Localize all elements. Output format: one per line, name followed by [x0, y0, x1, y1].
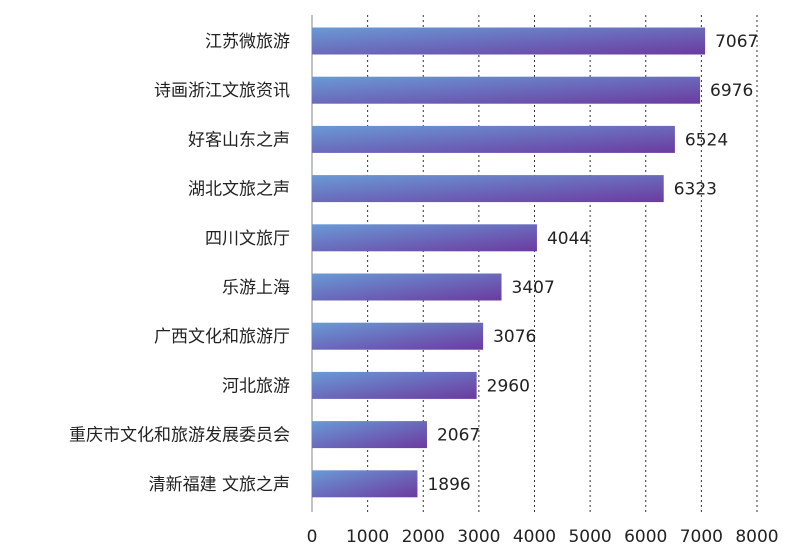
value-label: 1896	[427, 475, 470, 495]
value-label: 4044	[547, 229, 590, 249]
category-label: 清新福建 文旅之声	[149, 475, 290, 495]
bar	[312, 27, 706, 55]
value-label: 6976	[710, 81, 753, 101]
category-label: 好客山东之声	[188, 130, 290, 150]
category-label: 乐游上海	[222, 278, 290, 298]
bars	[312, 27, 706, 498]
category-label: 重庆市文化和旅游发展委员会	[69, 426, 290, 446]
x-tick-label: 4000	[513, 527, 556, 547]
x-tick-label: 8000	[735, 527, 778, 547]
bar	[312, 273, 502, 301]
x-tick-label: 7000	[680, 527, 723, 547]
category-label: 广西文化和旅游厅	[154, 327, 290, 347]
value-label: 7067	[715, 32, 758, 52]
value-label: 3076	[493, 327, 536, 347]
bar	[312, 371, 477, 399]
bar	[312, 76, 701, 104]
value-label: 2960	[487, 376, 530, 396]
category-label: 江苏微旅游	[205, 32, 290, 52]
bar	[312, 470, 418, 498]
category-label: 四川文旅厅	[205, 229, 290, 249]
bar	[312, 175, 664, 203]
x-tick-label: 6000	[624, 527, 667, 547]
bar	[312, 322, 484, 350]
bar	[312, 224, 537, 252]
labels: 0 1000 2000 3000 4000 5000 6000 7000 8000 江苏微旅游 70…	[69, 32, 779, 547]
bar	[312, 125, 675, 153]
category-label: 诗画浙江文旅资讯	[154, 81, 290, 101]
value-label: 6524	[685, 130, 728, 150]
value-label: 2067	[437, 426, 480, 446]
x-tick-label: 0	[307, 527, 318, 547]
category-label: 湖北文旅之声	[188, 180, 290, 200]
bar	[312, 421, 427, 449]
category-label: 河北旅游	[222, 376, 290, 396]
x-tick-label: 5000	[568, 527, 611, 547]
value-label: 6323	[674, 180, 717, 200]
x-tick-label: 3000	[457, 527, 500, 547]
x-tick-label: 2000	[402, 527, 445, 547]
value-label: 3407	[512, 278, 555, 298]
x-tick-label: 1000	[346, 527, 389, 547]
